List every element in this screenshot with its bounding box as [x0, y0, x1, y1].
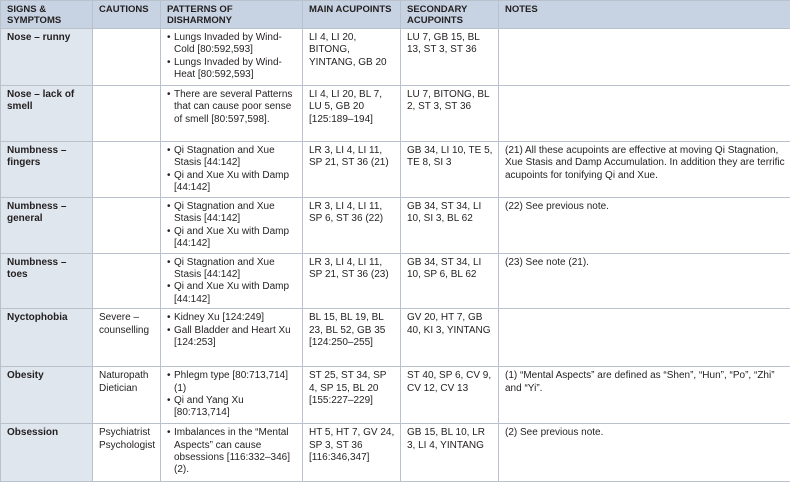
cautions-cell — [93, 86, 161, 142]
notes-cell — [499, 86, 790, 142]
patterns-cell: Qi Stagnation and Xue Stasis [44:142]Qi … — [161, 142, 303, 198]
secondary-cell: GB 34, ST 34, LI 10, SP 6, BL 62 — [401, 253, 499, 309]
pattern-item: Qi Stagnation and Xue Stasis [44:142] — [167, 145, 297, 170]
table-body: Nose – runny Lungs Invaded by Wind-Cold [… — [1, 29, 790, 482]
pattern-list: Qi Stagnation and Xue Stasis [44:142]Qi … — [167, 257, 297, 307]
notes-cell: (23) See note (21). — [499, 253, 790, 309]
table-row: Numbness – general Qi Stagnation and Xue … — [1, 198, 790, 254]
table-row: Numbness – toes Qi Stagnation and Xue Sta… — [1, 253, 790, 309]
pattern-list: There are several Patterns that can caus… — [167, 89, 297, 126]
cautions-cell — [93, 29, 161, 86]
cautions-cell: Naturopath Dietician — [93, 367, 161, 424]
pattern-item: Kidney Xu [124:249] — [167, 312, 297, 324]
pattern-item: Phlegm type [80:713,714] (1) — [167, 370, 297, 395]
pattern-list: Phlegm type [80:713,714] (1)Qi and Yang … — [167, 370, 297, 420]
pattern-item: There are several Patterns that can caus… — [167, 89, 297, 126]
table-row: Nose – runny Lungs Invaded by Wind-Cold [… — [1, 29, 790, 86]
patterns-cell: Qi Stagnation and Xue Stasis [44:142]Qi … — [161, 253, 303, 309]
column-header: NOTES — [499, 1, 790, 29]
main-cell: HT 5, HT 7, GV 24, SP 3, ST 36 [116:346,… — [303, 424, 401, 482]
pattern-list: Imbalances in the “Mental Aspects” can c… — [167, 427, 297, 477]
patterns-cell: Phlegm type [80:713,714] (1)Qi and Yang … — [161, 367, 303, 424]
pattern-item: Imbalances in the “Mental Aspects” can c… — [167, 427, 297, 477]
table-row: Numbness – fingers Qi Stagnation and Xue … — [1, 142, 790, 198]
secondary-cell: LU 7, GB 15, BL 13, ST 3, ST 36 — [401, 29, 499, 86]
secondary-cell: LU 7, BITONG, BL 2, ST 3, ST 36 — [401, 86, 499, 142]
secondary-cell: GV 20, HT 7, GB 40, KI 3, YINTANG — [401, 309, 499, 367]
main-cell: LR 3, LI 4, LI 11, SP 21, ST 36 (23) — [303, 253, 401, 309]
cautions-cell — [93, 253, 161, 309]
sign-cell: Obesity — [1, 367, 93, 424]
pattern-item: Gall Bladder and Heart Xu [124:253] — [167, 325, 297, 350]
cautions-cell: Psychiatrist Psychologist — [93, 424, 161, 482]
notes-cell — [499, 309, 790, 367]
secondary-cell: GB 34, ST 34, LI 10, SI 3, BL 62 — [401, 198, 499, 254]
pattern-list: Kidney Xu [124:249]Gall Bladder and Hear… — [167, 312, 297, 349]
cautions-cell: Severe – counselling — [93, 309, 161, 367]
pattern-item: Qi and Xue Xu with Damp [44:142] — [167, 170, 297, 195]
notes-cell: (2) See previous note. — [499, 424, 790, 482]
patterns-cell: Kidney Xu [124:249]Gall Bladder and Hear… — [161, 309, 303, 367]
sign-cell: Nyctophobia — [1, 309, 93, 367]
pattern-item: Lungs Invaded by Wind-Heat [80:592,593] — [167, 57, 297, 82]
table-row: Nose – lack of smell There are several Pa… — [1, 86, 790, 142]
main-cell: LI 4, LI 20, BITONG, YINTANG, GB 20 — [303, 29, 401, 86]
pattern-item: Qi and Xue Xu with Damp [44:142] — [167, 281, 297, 306]
column-header: CAUTIONS — [93, 1, 161, 29]
column-header: SECONDARY ACUPOINTS — [401, 1, 499, 29]
pattern-item: Lungs Invaded by Wind-Cold [80:592,593] — [167, 32, 297, 57]
main-cell: LR 3, LI 4, LI 11, SP 21, ST 36 (21) — [303, 142, 401, 198]
patterns-cell: Imbalances in the “Mental Aspects” can c… — [161, 424, 303, 482]
column-header: SIGNS & SYMPTOMS — [1, 1, 93, 29]
sign-cell: Numbness – fingers — [1, 142, 93, 198]
column-header: MAIN ACUPOINTS — [303, 1, 401, 29]
sign-cell: Nose – lack of smell — [1, 86, 93, 142]
column-header: PATTERNS OF DISHARMONY — [161, 1, 303, 29]
sign-cell: Numbness – general — [1, 198, 93, 254]
pattern-list: Qi Stagnation and Xue Stasis [44:142]Qi … — [167, 145, 297, 195]
notes-cell: (22) See previous note. — [499, 198, 790, 254]
secondary-cell: GB 15, BL 10, LR 3, LI 4, YINTANG — [401, 424, 499, 482]
sign-cell: Numbness – toes — [1, 253, 93, 309]
main-cell: BL 15, BL 19, BL 23, BL 52, GB 35 [124:2… — [303, 309, 401, 367]
sign-cell: Nose – runny — [1, 29, 93, 86]
pattern-list: Lungs Invaded by Wind-Cold [80:592,593]L… — [167, 32, 297, 82]
notes-cell: (1) “Mental Aspects” are defined as “She… — [499, 367, 790, 424]
patterns-cell: There are several Patterns that can caus… — [161, 86, 303, 142]
secondary-cell: ST 40, SP 6, CV 9, CV 12, CV 13 — [401, 367, 499, 424]
patterns-cell: Qi Stagnation and Xue Stasis [44:142]Qi … — [161, 198, 303, 254]
main-cell: LR 3, LI 4, LI 11, SP 6, ST 36 (22) — [303, 198, 401, 254]
pattern-item: Qi and Yang Xu [80:713,714] — [167, 395, 297, 420]
cautions-cell — [93, 198, 161, 254]
secondary-cell: GB 34, LI 10, TE 5, TE 8, SI 3 — [401, 142, 499, 198]
notes-cell: (21) All these acupoints are effective a… — [499, 142, 790, 198]
cautions-cell — [93, 142, 161, 198]
pattern-list: Qi Stagnation and Xue Stasis [44:142]Qi … — [167, 201, 297, 251]
pattern-item: Qi Stagnation and Xue Stasis [44:142] — [167, 257, 297, 282]
patterns-cell: Lungs Invaded by Wind-Cold [80:592,593]L… — [161, 29, 303, 86]
pattern-item: Qi Stagnation and Xue Stasis [44:142] — [167, 201, 297, 226]
notes-cell — [499, 29, 790, 86]
main-cell: ST 25, ST 34, SP 4, SP 15, BL 20 [155:22… — [303, 367, 401, 424]
main-cell: LI 4, LI 20, BL 7, LU 5, GB 20 [125:189–… — [303, 86, 401, 142]
sign-cell: Obsession — [1, 424, 93, 482]
pattern-item: Qi and Xue Xu with Damp [44:142] — [167, 226, 297, 251]
